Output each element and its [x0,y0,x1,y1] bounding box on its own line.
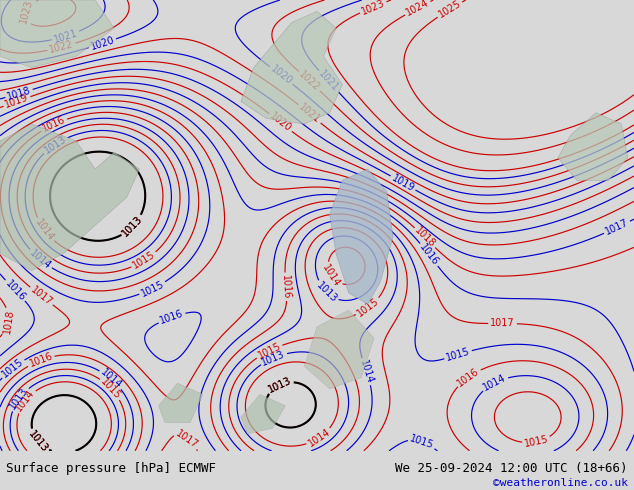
Text: 1015: 1015 [256,341,282,361]
Polygon shape [304,310,374,389]
Polygon shape [158,383,203,422]
Text: 1016: 1016 [28,351,54,369]
Polygon shape [241,394,285,434]
Text: 1015: 1015 [139,279,165,298]
Text: 1018: 1018 [413,225,437,250]
Text: 1017: 1017 [29,285,54,308]
Text: 1017: 1017 [490,318,515,329]
Text: 1014: 1014 [321,262,342,289]
Polygon shape [0,0,114,68]
Text: 1016: 1016 [418,242,441,268]
Text: 1014: 1014 [98,368,124,391]
Text: 1024: 1024 [404,0,431,18]
Text: 1016: 1016 [280,274,292,299]
Text: 1013: 1013 [314,280,339,304]
Text: 1013: 1013 [8,386,30,412]
Text: 1019: 1019 [4,93,30,110]
Polygon shape [558,113,628,180]
Text: 1021: 1021 [297,102,322,125]
Text: 1018: 1018 [6,85,32,102]
Text: 1015: 1015 [99,376,123,401]
Text: 1020: 1020 [268,64,294,87]
Text: 1013: 1013 [120,214,145,239]
Text: 1016: 1016 [41,115,67,134]
Text: 1020: 1020 [268,111,294,134]
Polygon shape [330,169,393,304]
Polygon shape [0,124,139,270]
Text: ©weatheronline.co.uk: ©weatheronline.co.uk [493,478,628,488]
Text: 1014: 1014 [482,373,508,393]
Polygon shape [241,11,342,124]
Text: 1022: 1022 [48,39,75,55]
Text: 1014: 1014 [28,248,53,271]
Text: 1013: 1013 [120,214,145,239]
Text: We 25-09-2024 12:00 UTC (18+66): We 25-09-2024 12:00 UTC (18+66) [395,462,628,475]
Text: 1020: 1020 [89,35,115,52]
Text: 1021: 1021 [316,69,340,94]
Text: 1013: 1013 [26,429,49,454]
Text: 1015: 1015 [131,250,157,271]
Text: 1014: 1014 [358,358,375,385]
Text: 1015: 1015 [445,346,471,363]
Text: 1013: 1013 [26,429,49,454]
Text: Surface pressure [hPa] ECMWF: Surface pressure [hPa] ECMWF [6,462,216,475]
Text: 1013: 1013 [267,375,293,394]
Text: 1014: 1014 [33,217,56,243]
Text: 1013: 1013 [261,348,287,368]
Text: 1016: 1016 [456,366,481,389]
Text: 1022: 1022 [297,69,322,93]
Text: 1018: 1018 [2,309,15,334]
Text: 1017: 1017 [604,218,630,237]
Text: 1025: 1025 [437,0,463,20]
Text: 1013: 1013 [42,134,68,155]
Text: 1017: 1017 [174,428,200,450]
Text: 1015: 1015 [524,434,550,449]
Text: 1021: 1021 [53,27,79,45]
Text: 1015: 1015 [356,296,381,319]
Text: 1019: 1019 [390,172,416,194]
Text: 1014: 1014 [14,388,37,414]
Text: 1023: 1023 [360,0,387,17]
Text: 1023: 1023 [18,0,35,24]
Text: 1016: 1016 [3,278,27,303]
Text: 1014: 1014 [306,427,332,449]
Text: 1016: 1016 [158,309,185,326]
Text: 1013: 1013 [267,375,293,394]
Text: 1015: 1015 [0,357,25,380]
Text: 1015: 1015 [409,433,435,450]
